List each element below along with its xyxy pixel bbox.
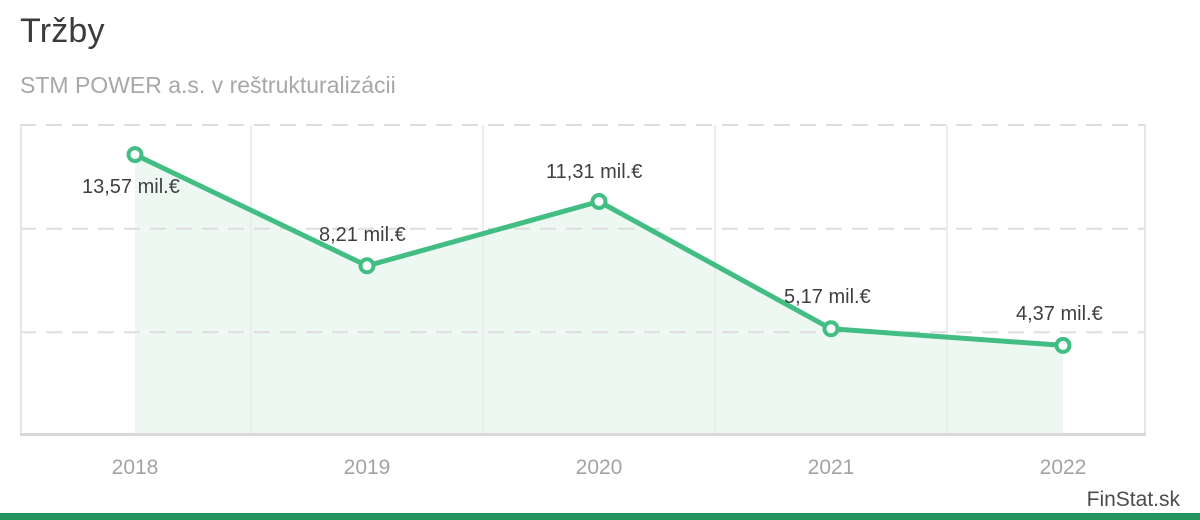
chart-title: Tržby: [20, 12, 105, 50]
data-point-marker[interactable]: [822, 320, 840, 338]
finstat-logo-link[interactable]: FinStat.sk: [1086, 488, 1180, 511]
data-point-label: 5,17 mil.€: [784, 286, 871, 308]
data-point-label: 11,31 mil.€: [546, 161, 643, 183]
data-point-marker[interactable]: [358, 257, 376, 275]
x-axis-label: 2018: [111, 456, 159, 479]
data-point-marker[interactable]: [126, 146, 144, 164]
chart-subtitle: STM POWER a.s. v reštrukturalizácii: [20, 72, 396, 98]
area-fill: [135, 154, 1063, 434]
x-axis-label: 2020: [575, 456, 623, 479]
revenue-chart-plot-area: [20, 124, 1146, 436]
x-axis-label: 2019: [343, 456, 391, 479]
revenue-line-chart: [20, 124, 1146, 436]
data-point-marker[interactable]: [1054, 336, 1072, 354]
data-point-label: 4,37 mil.€: [1016, 303, 1103, 325]
x-axis-label: 2021: [807, 456, 855, 479]
x-axis-label: 2022: [1039, 456, 1087, 479]
data-point-label: 13,57 mil.€: [82, 176, 180, 198]
brand-bottom-bar: [0, 513, 1200, 520]
data-point-marker[interactable]: [590, 193, 608, 210]
data-point-label: 8,21 mil.€: [319, 224, 406, 246]
